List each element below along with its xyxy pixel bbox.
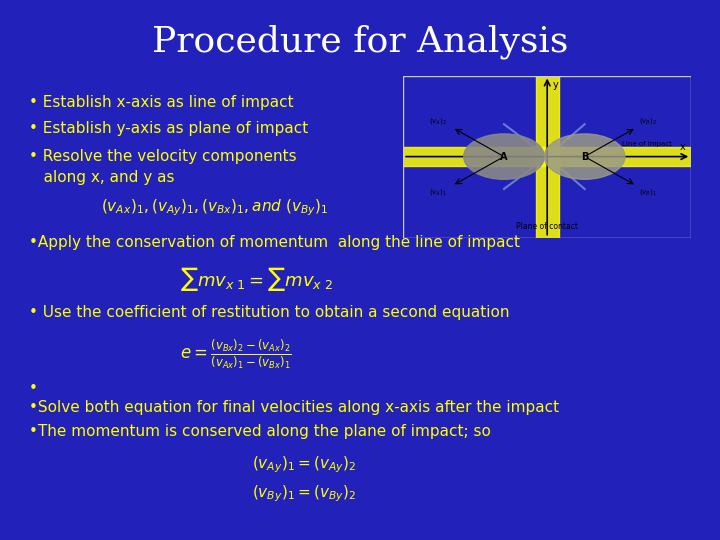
Text: • Resolve the velocity components: • Resolve the velocity components	[29, 148, 297, 164]
Text: • Establish x-axis as line of impact: • Establish x-axis as line of impact	[29, 94, 294, 110]
Bar	[536, 76, 559, 238]
Text: $(v_{Ax})_1,(v_{Ay})_1,(v_{Bx})_1,and\ (v_{By})_1$: $(v_{Ax})_1,(v_{Ay})_1,(v_{Bx})_1,and\ (…	[101, 197, 328, 218]
Text: Line of impact: Line of impact	[622, 141, 672, 147]
Text: •Apply the conservation of momentum  along the line of impact: •Apply the conservation of momentum alon…	[29, 235, 520, 250]
Text: • Use the coefficient of restitution to obtain a second equation: • Use the coefficient of restitution to …	[29, 305, 509, 320]
Text: $(v_B)_2$: $(v_B)_2$	[639, 116, 657, 126]
Text: along x, and y as: along x, and y as	[29, 170, 174, 185]
Text: A: A	[500, 152, 508, 161]
Text: $(v_{Ay})_1 = (v_{Ay})_2$: $(v_{Ay})_1 = (v_{Ay})_2$	[252, 455, 356, 475]
Text: $(v_A)_2$: $(v_A)_2$	[429, 116, 446, 126]
Circle shape	[544, 134, 625, 179]
Text: •The momentum is conserved along the plane of impact; so: •The momentum is conserved along the pla…	[29, 424, 490, 439]
Text: $\sum mv_{x\ 1} = \sum mv_{x\ 2}$: $\sum mv_{x\ 1} = \sum mv_{x\ 2}$	[180, 265, 333, 293]
Text: •: •	[29, 381, 37, 396]
Text: B: B	[581, 152, 588, 161]
Text: $(v_A)_1$: $(v_A)_1$	[429, 187, 446, 197]
Text: y: y	[553, 80, 559, 91]
Text: Procedure for Analysis: Procedure for Analysis	[152, 24, 568, 59]
Text: $e = \frac{(v_{Bx})_2 - (v_{Ax})_2}{(v_{Ax})_1 - (v_{Bx})_1}$: $e = \frac{(v_{Bx})_2 - (v_{Ax})_2}{(v_{…	[180, 338, 292, 371]
Text: •Solve both equation for final velocities along x-axis after the impact: •Solve both equation for final velocitie…	[29, 400, 559, 415]
Text: $(v_{By})_1 = (v_{By})_2$: $(v_{By})_1 = (v_{By})_2$	[252, 483, 356, 504]
Text: $(v_B)_1$: $(v_B)_1$	[639, 187, 657, 197]
Text: x: x	[680, 141, 685, 152]
Circle shape	[464, 134, 544, 179]
Bar	[403, 147, 691, 166]
Text: Plane of contact: Plane of contact	[516, 222, 578, 231]
Text: • Establish y-axis as plane of impact: • Establish y-axis as plane of impact	[29, 122, 308, 137]
